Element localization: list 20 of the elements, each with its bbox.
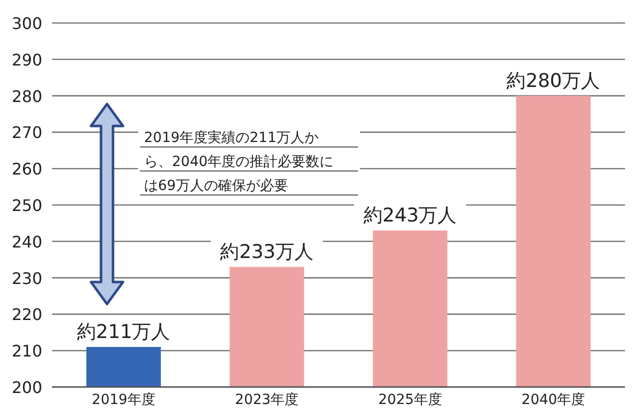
data-label: 約233万人 (220, 240, 314, 263)
data-label: 約280万人 (506, 70, 600, 92)
y-tick-label: 250 (12, 196, 42, 215)
y-tick-label: 290 (12, 50, 42, 70)
data-label: 約243万人 (363, 204, 457, 226)
y-tick-label: 270 (12, 123, 42, 142)
data-label: 約211万人 (76, 320, 170, 343)
y-tick-label: 230 (12, 268, 42, 288)
annotation: 2019年度実績の211万人から、2040年度の推計必要数には69万人の確保が必要 (144, 130, 334, 194)
y-tick-label: 210 (12, 342, 42, 361)
x-tick-label: 2019年度 (92, 392, 156, 408)
y-tick-label: 260 (12, 160, 42, 179)
y-tick-label: 220 (12, 305, 42, 324)
y-tick-label: 240 (12, 232, 42, 252)
x-tick-label: 2025年度 (378, 392, 442, 408)
x-tick-label: 2023年度 (235, 392, 299, 408)
y-tick-label: 280 (12, 86, 42, 106)
x-tick-label: 2040年度 (522, 392, 586, 408)
y-tick-label: 200 (12, 378, 42, 397)
y-tick-label: 300 (12, 14, 42, 33)
